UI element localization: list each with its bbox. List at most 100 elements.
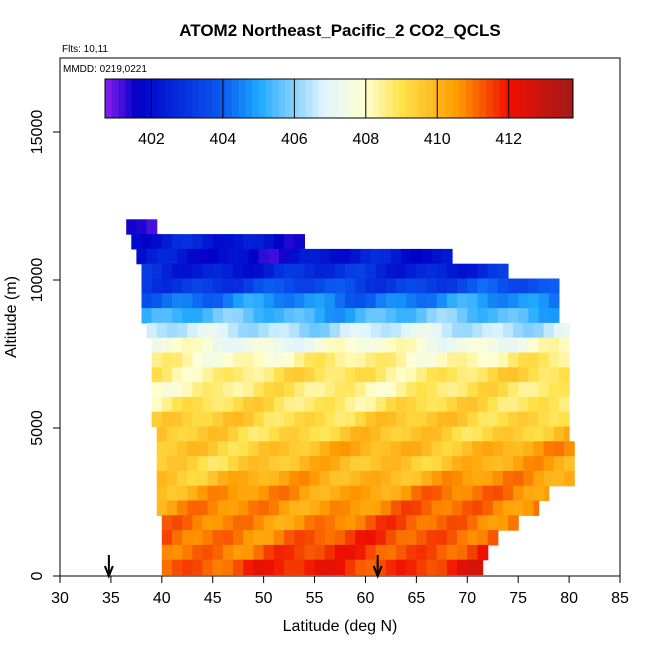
heatmap-cell: [543, 322, 555, 339]
heatmap-cell: [253, 559, 265, 576]
heatmap-cell: [304, 530, 316, 546]
heatmap-cell: [304, 278, 316, 294]
heatmap-cell: [508, 352, 519, 368]
heatmap-cell: [421, 426, 433, 442]
heatmap-cell: [538, 396, 550, 413]
heatmap-cell: [390, 470, 402, 487]
heatmap-cell: [294, 308, 305, 324]
heatmap-cell: [278, 248, 290, 265]
heatmap-cell: [482, 456, 494, 472]
heatmap-cell: [197, 322, 209, 339]
heatmap-cell: [538, 293, 550, 309]
heatmap-cell: [416, 544, 428, 561]
heatmap-cell: [497, 367, 509, 383]
heatmap-cell: [192, 530, 204, 546]
heatmap-cell: [340, 322, 351, 339]
heatmap-cell: [273, 278, 285, 294]
heatmap-cell: [350, 500, 361, 516]
heatmap-cell: [426, 411, 438, 428]
heatmap-cell: [472, 426, 484, 442]
heatmap-cell: [467, 293, 479, 309]
heatmap-cell: [502, 441, 514, 457]
heatmap-cell: [401, 500, 412, 516]
heatmap-cell: [467, 382, 479, 398]
heatmap-cell: [508, 411, 519, 428]
heatmap-cell: [207, 470, 219, 487]
heatmap-cell: [360, 426, 372, 442]
heatmap-cell: [350, 470, 361, 487]
heatmap-cell: [502, 485, 514, 502]
heatmap-cell: [370, 322, 382, 339]
heatmap-cell: [268, 456, 280, 472]
heatmap-cell: [319, 485, 331, 502]
heatmap-cell: [467, 544, 479, 561]
heatmap-cell: [187, 441, 199, 457]
heatmap-cell: [340, 456, 351, 472]
heatmap-cell: [467, 278, 479, 294]
heatmap-cell: [278, 456, 290, 472]
heatmap-cell: [340, 441, 351, 457]
heatmap-cell: [416, 559, 428, 576]
heatmap-cell: [172, 234, 183, 250]
heatmap-cell: [396, 396, 407, 413]
heatmap-cell: [497, 308, 509, 324]
heatmap-cell: [462, 500, 473, 516]
heatmap-cell: [513, 485, 524, 502]
heatmap-cell: [431, 322, 443, 339]
heatmap-cell: [518, 367, 529, 383]
heatmap-cell: [452, 485, 463, 502]
heatmap-cell: [538, 308, 550, 324]
heatmap-cell: [233, 352, 244, 368]
heatmap-cell: [390, 441, 402, 457]
heatmap-cell: [421, 248, 433, 265]
colorbar-segment: [105, 79, 113, 118]
heatmap-cell: [477, 411, 489, 428]
heatmap-cell: [146, 322, 158, 339]
heatmap-cell: [543, 470, 555, 487]
colorbar-segment: [405, 79, 414, 118]
heatmap-cell: [314, 530, 326, 546]
heatmap-cell: [217, 456, 229, 472]
heatmap-cell: [385, 515, 397, 531]
heatmap-cell: [558, 352, 570, 368]
colorbar-tick-label: 402: [138, 131, 165, 148]
heatmap-cell: [294, 337, 305, 354]
heatmap-cell: [156, 456, 168, 472]
heatmap-cell: [340, 426, 351, 442]
heatmap-cell: [197, 485, 209, 502]
colorbar-segment: [151, 79, 159, 118]
colorbar-segment: [446, 79, 454, 118]
heatmap-cell: [228, 500, 239, 516]
heatmap-cell: [380, 248, 392, 265]
heatmap-cell: [141, 234, 153, 250]
x-tick-label: 50: [255, 590, 273, 607]
heatmap-cell: [416, 293, 428, 309]
heatmap-cell: [508, 278, 519, 294]
heatmap-cell: [289, 470, 300, 487]
heatmap-cell: [151, 278, 163, 294]
heatmap-cell: [411, 456, 423, 472]
heatmap-cell: [233, 234, 244, 250]
heatmap-cell: [467, 367, 479, 383]
heatmap-cell: [258, 322, 270, 339]
heatmap-cell: [492, 500, 504, 516]
heatmap-cell: [416, 308, 428, 324]
heatmap-cell: [166, 485, 178, 502]
heatmap-cell: [202, 308, 214, 324]
heatmap-cell: [508, 396, 519, 413]
heatmap-cell: [375, 530, 387, 546]
heatmap-cell: [222, 530, 234, 546]
heatmap-cell: [263, 530, 275, 546]
heatmap-cell: [197, 248, 209, 265]
heatmap-cell: [477, 308, 489, 324]
heatmap-cell: [233, 263, 244, 280]
heatmap-cell: [319, 500, 331, 516]
x-tick-label: 80: [560, 590, 578, 607]
heatmap-cell: [166, 470, 178, 487]
heatmap-cell: [182, 544, 193, 561]
heatmap-cell: [355, 530, 367, 546]
colorbar-segment: [298, 79, 307, 118]
heatmap-cell: [380, 485, 392, 502]
date-text: MMDD: 0219,0221: [63, 64, 147, 75]
heatmap-cell: [345, 411, 356, 428]
